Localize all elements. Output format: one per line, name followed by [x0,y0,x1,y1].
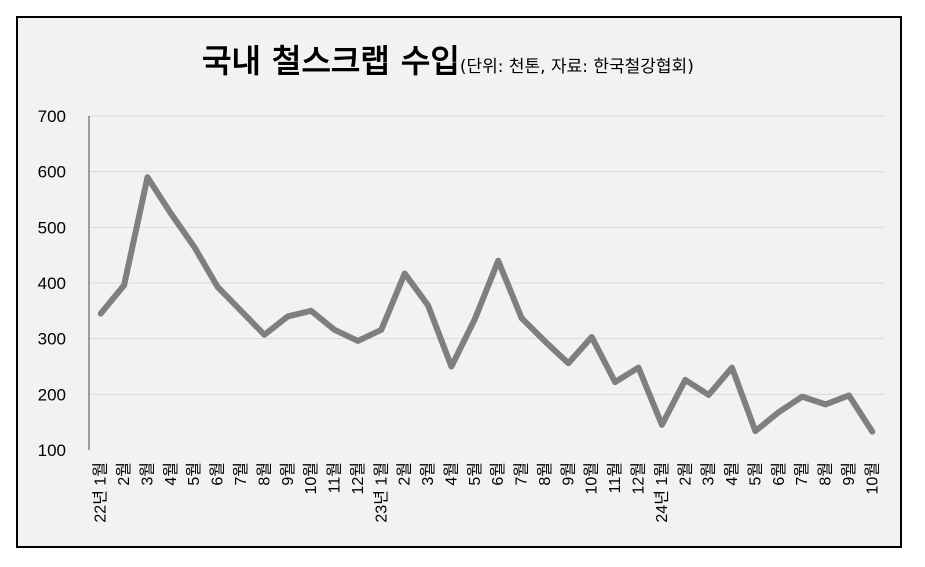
x-tick-label: 11월 [606,462,624,493]
x-tick-label: 9월 [279,462,297,486]
x-tick-label: 3월 [139,462,157,486]
y-tick-label: 100 [38,441,66,460]
x-tick-label: 8월 [255,462,273,486]
x-tick-labels: 22년 1월 2월 3월 4월 5월 6월 7월 8월 9월 10월 11월 12월 23년 1월 2월 3… [92,462,882,523]
x-tick-label: 23년 1월 [372,462,390,523]
data-point [355,338,361,344]
data-point [706,392,712,398]
x-tick-label: 10월 [863,462,881,495]
data-point [519,315,525,321]
data-point [682,377,688,383]
data-point [168,210,174,216]
x-tick-label: 2월 [676,462,694,486]
data-point [332,327,338,333]
x-tick-label: 12월 [630,462,648,495]
y-tick-labels: 100 200 300 400 500 600 700 [38,107,66,460]
x-tick-label: 8월 [817,462,835,486]
data-point [121,282,127,288]
y-tick-label: 300 [38,330,66,349]
line-chart: 국내 철스크랩 수입(단위: 천톤, 자료: 한국철강협회) 100 200 300… [38,42,884,523]
x-tick-label: 7월 [232,462,250,486]
series-line [97,174,876,435]
x-tick-label: 24년 1월 [653,462,671,523]
x-tick-label: 5월 [466,462,484,486]
data-point [776,409,782,415]
x-tick-label: 3월 [700,462,718,486]
y-tick-label: 200 [38,385,66,404]
y-tick-label: 500 [38,218,66,237]
series-line-layer [97,174,876,435]
x-tick-label: 11월 [326,462,344,493]
data-point [565,360,571,366]
x-tick-label: 2월 [115,462,133,486]
data-point [799,394,805,400]
gridlines [89,115,884,395]
data-point [752,428,758,434]
data-point [191,244,197,250]
data-point [612,379,618,385]
data-point [285,313,291,319]
data-point [846,392,852,398]
x-tick-label: 5월 [746,462,764,486]
chart-subtitle: (단위: 천톤, 자료: 한국철강협회) [460,57,694,77]
svg-text:국내 철스크랩 수입(단위: 천톤, 자료: 한국철강협회): 국내 철스크랩 수입(단위: 천톤, 자료: 한국철강협회) [202,42,694,80]
data-point [635,365,641,371]
x-tick-label: 9월 [840,462,858,486]
x-tick-label: 7월 [513,462,531,486]
y-tick-label: 400 [38,274,66,293]
x-tick-label: 5월 [185,462,203,486]
data-point [495,258,501,264]
y-tick-label: 600 [38,163,66,182]
data-point [261,332,267,338]
data-point [472,316,478,322]
data-point [729,365,735,371]
x-tick-label: 6월 [770,462,788,486]
data-point [589,334,595,340]
data-point [542,338,548,344]
x-tick-label: 10월 [302,462,320,495]
x-tick-label: 4월 [442,462,460,486]
data-point [144,174,150,180]
data-point [869,429,875,435]
x-tick-label: 22년 1월 [92,462,110,523]
data-point [659,422,665,428]
x-tick-label: 12월 [349,462,367,495]
x-tick-label: 2월 [396,462,414,486]
data-point [308,308,314,314]
x-tick-label: 4월 [723,462,741,486]
data-point [378,327,384,333]
x-tick-label: 4월 [162,462,180,486]
data-point [823,401,829,407]
chart-frame: 국내 철스크랩 수입(단위: 천톤, 자료: 한국철강협회) 100 200 300… [16,16,902,548]
data-point [215,284,221,290]
x-tick-label: 9월 [559,462,577,486]
x-tick-label: 6월 [489,462,507,486]
x-tick-label: 8월 [536,462,554,486]
x-tick-label: 7월 [793,462,811,486]
x-tick-label: 10월 [583,462,601,495]
data-point [98,311,104,317]
chart-title: 국내 철스크랩 수입 [202,42,460,80]
data-point [448,364,454,369]
data-point [238,308,244,314]
data-point [425,302,431,308]
x-tick-label: 3월 [419,462,437,486]
data-point [402,271,408,277]
y-tick-label: 700 [38,107,66,126]
x-tick-label: 6월 [209,462,227,486]
